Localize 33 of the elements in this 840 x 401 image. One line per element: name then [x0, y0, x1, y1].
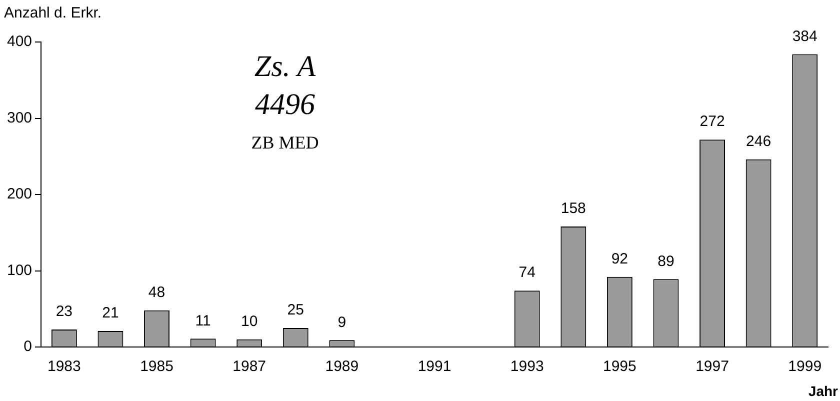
data-label: 246: [746, 133, 772, 150]
y-tick-label: 400: [6, 33, 32, 50]
y-tick-label: 200: [6, 186, 32, 203]
annotation: 4496: [255, 88, 315, 121]
x-tick-label: 1985: [140, 358, 174, 376]
data-label: 48: [148, 284, 166, 302]
data-label: 23: [56, 303, 73, 320]
data-label: 158: [560, 200, 586, 218]
y-tick-label: 300: [6, 109, 32, 126]
x-tick-label: 1987: [232, 358, 266, 376]
data-label: 21: [102, 304, 119, 322]
data-label: 384: [792, 28, 818, 45]
x-axis-title: Jahr: [808, 382, 839, 399]
x-tick-label: 1989: [325, 358, 359, 376]
data-label: 9: [338, 314, 346, 331]
data-label: 74: [518, 264, 536, 282]
x-tick-label: 1993: [510, 358, 544, 376]
data-label: 10: [241, 313, 258, 330]
y-axis-title: Anzahl d. Erkr.: [4, 4, 102, 22]
annotation: ZB MED: [251, 132, 319, 153]
y-tick-label: 100: [6, 262, 32, 279]
data-label: 272: [700, 113, 725, 130]
x-tick-label: 1997: [696, 358, 729, 376]
annotation: Zs. A: [254, 50, 316, 83]
x-tick-label: 1991: [418, 358, 452, 376]
data-label: 89: [658, 252, 674, 270]
x-tick-label: 1995: [602, 358, 636, 376]
data-label: 11: [195, 312, 211, 330]
x-tick-label: 1983: [47, 358, 81, 376]
y-tick-label: 0: [24, 338, 32, 356]
x-tick-label: 1999: [788, 358, 822, 376]
data-label: 25: [287, 302, 304, 319]
data-label: 92: [611, 250, 628, 268]
